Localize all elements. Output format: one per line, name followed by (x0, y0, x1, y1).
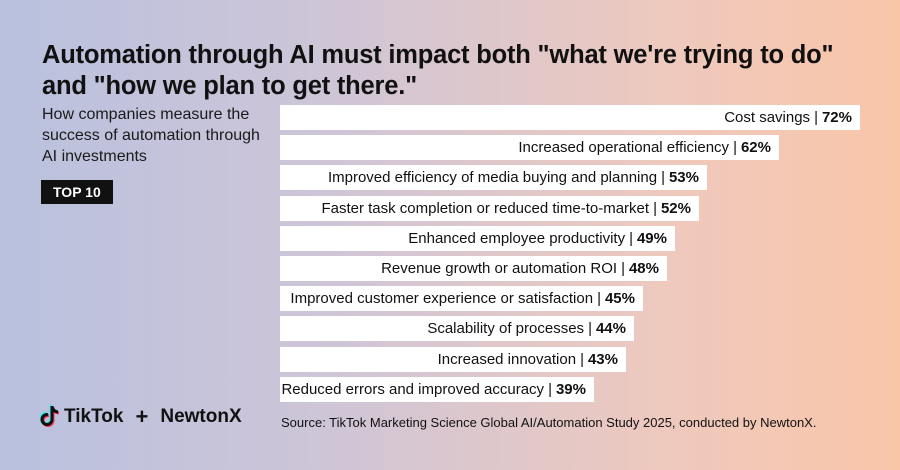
bar-separator: | (629, 229, 633, 247)
tiktok-logo-icon (40, 405, 59, 427)
bar-label: Scalability of processes (427, 320, 585, 338)
source-note: Source: TikTok Marketing Science Global … (281, 415, 817, 430)
bar-label: Revenue growth or automation ROI (381, 260, 618, 277)
bar-value-label: 43% (587, 350, 618, 368)
bar-value-label: 44% (595, 320, 626, 338)
bar-label: Increased innovation (437, 350, 577, 368)
brand-logos: TikTok + NewtonX (40, 404, 242, 430)
bar-value-label: 72% (821, 109, 852, 126)
bar-3: Improved efficiency of media buying and … (280, 165, 707, 191)
bar-label: Cost savings (724, 109, 811, 126)
chart-subtitle: How companies measure the success of aut… (42, 106, 260, 165)
bar-6: Revenue growth or automation ROI | 48% (280, 256, 667, 281)
bar-label: Improved customer experience or satisfac… (290, 290, 594, 308)
bar-separator: | (661, 169, 665, 187)
tiktok-wordmark: TikTok (64, 406, 124, 427)
bar-4: Faster task completion or reduced time-t… (280, 195, 699, 221)
bar-value-label: 52% (660, 199, 691, 217)
bar-separator: | (814, 109, 818, 126)
newtonx-wordmark: NewtonX (160, 406, 242, 427)
bar-value-label: 62% (740, 139, 771, 157)
bar-separator: | (597, 290, 601, 308)
bar-value-label: 39% (555, 380, 586, 398)
bar-9: Increased innovation | 43% (280, 346, 626, 372)
bar-10: Reduced errors and improved accuracy | 39% (280, 376, 594, 402)
bar-separator: | (548, 380, 552, 398)
bar-separator: | (580, 350, 584, 368)
chart-title: Automation through AI must impact both "… (42, 41, 834, 100)
bar-label: Faster task completion or reduced time-t… (321, 199, 650, 217)
bar-label: Improved efficiency of media buying and … (327, 169, 658, 187)
bar-separator: | (653, 199, 657, 217)
bar-label: Increased operational efficiency (518, 139, 730, 157)
top-10-badge: TOP 10 (41, 180, 113, 204)
bar-value-label: 48% (628, 260, 659, 277)
bar-value-label: 49% (636, 229, 667, 247)
bar-7: Improved customer experience or satisfac… (280, 286, 643, 312)
plus-sign: + (135, 404, 149, 429)
bar-5: Enhanced employee productivity | 49% (280, 225, 675, 251)
bar-value-label: 53% (668, 169, 699, 187)
bar-value-label: 45% (604, 290, 635, 308)
bar-8: Scalability of processes | 44% (280, 316, 634, 342)
bar-separator: | (621, 260, 625, 277)
bar-label: Enhanced employee productivity (408, 229, 626, 247)
bar-1: Cost savings | 72% (280, 105, 860, 130)
bar-label: Reduced errors and improved accuracy (281, 380, 545, 398)
bar-separator: | (733, 139, 737, 157)
bar-separator: | (588, 320, 592, 338)
bar-2: Increased operational efficiency | 62% (280, 135, 779, 161)
